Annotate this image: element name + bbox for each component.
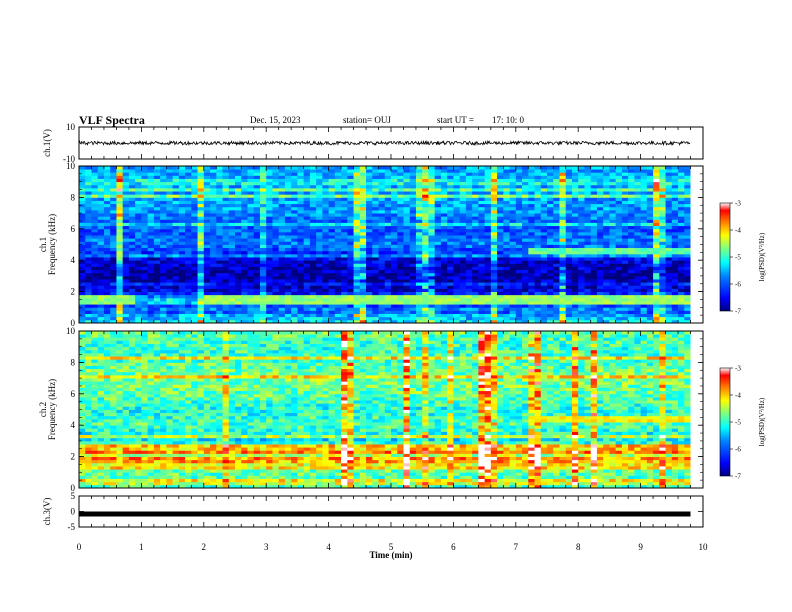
ylabel-panel-3: Frequency (kHz)	[47, 379, 57, 440]
ytick-label: 0	[71, 483, 76, 493]
colorbar-tick-label: -7	[735, 308, 741, 316]
xtick-label: 0	[77, 542, 82, 552]
ytick-label: 0	[71, 507, 76, 517]
spectrogram-1	[79, 166, 703, 324]
ytick-label: -5	[68, 522, 76, 532]
colorbar-tick-label: -5	[735, 254, 741, 262]
colorbar-label: log(PSD)(V²/Hz)	[758, 397, 766, 446]
ylabel-panel-2: Frequency (kHz)	[47, 214, 57, 275]
date-label: Dec. 15, 2023	[250, 115, 301, 125]
x-axis-title: Time (min)	[369, 550, 412, 560]
xtick-label: 3	[264, 542, 269, 552]
colorbar-2	[719, 367, 731, 477]
xtick-label: 2	[202, 542, 207, 552]
colorbar-1	[719, 202, 731, 312]
colorbar-tick-label: -5	[735, 419, 741, 427]
ytick-label: 0	[71, 318, 76, 328]
spectrogram-2	[79, 331, 703, 489]
xtick-label: 5	[389, 542, 394, 552]
ylabel-panel-2: ch.1	[38, 237, 48, 252]
colorbar-label: log(PSD)(V²/Hz)	[758, 232, 766, 281]
colorbar-tick-label: -6	[735, 281, 741, 289]
ytick-label: 6	[71, 389, 76, 399]
xtick-label: 7	[514, 542, 519, 552]
ytick-label: -10	[63, 154, 75, 164]
start-time-value: 17: 10: 0	[492, 115, 525, 125]
xtick-label: 8	[576, 542, 581, 552]
colorbar-tick-label: -3	[735, 365, 741, 373]
ytick-label: 5	[71, 491, 76, 501]
xtick-label: 4	[326, 542, 331, 552]
ch1-waveform-trace	[78, 139, 691, 147]
start-time-caption: start UT =	[437, 115, 474, 125]
ytick-label: 10	[66, 326, 76, 336]
ch3-waveform-trace	[79, 511, 691, 517]
xtick-label: 1	[139, 542, 144, 552]
ytick-label: 2	[71, 287, 76, 297]
colorbar-tick-label: -3	[735, 200, 741, 208]
ylabel-panel-4: ch.3(V)	[42, 498, 52, 526]
chart-title: VLF Spectra	[79, 113, 145, 127]
xtick-label: 10	[699, 542, 709, 552]
ytick-label: 10	[66, 122, 76, 132]
colorbar-tick-label: -6	[735, 446, 741, 454]
xtick-label: 9	[638, 542, 643, 552]
ytick-label: 10	[66, 161, 76, 171]
ytick-label: 4	[71, 420, 76, 430]
ylabel-panel-3: ch.2	[38, 402, 48, 417]
ytick-label: 8	[71, 192, 76, 202]
colorbar-tick-label: -7	[735, 473, 741, 481]
ytick-label: 2	[71, 452, 76, 462]
station-label: station= OUJ	[343, 115, 391, 125]
ytick-label: 4	[71, 255, 76, 265]
ylabel-panel-1: ch.1(V)	[42, 129, 52, 157]
ytick-label: 8	[71, 357, 76, 367]
xtick-label: 6	[451, 542, 456, 552]
colorbar-tick-label: -4	[735, 227, 741, 235]
ytick-label: 6	[71, 224, 76, 234]
colorbar-tick-label: -4	[735, 392, 741, 400]
